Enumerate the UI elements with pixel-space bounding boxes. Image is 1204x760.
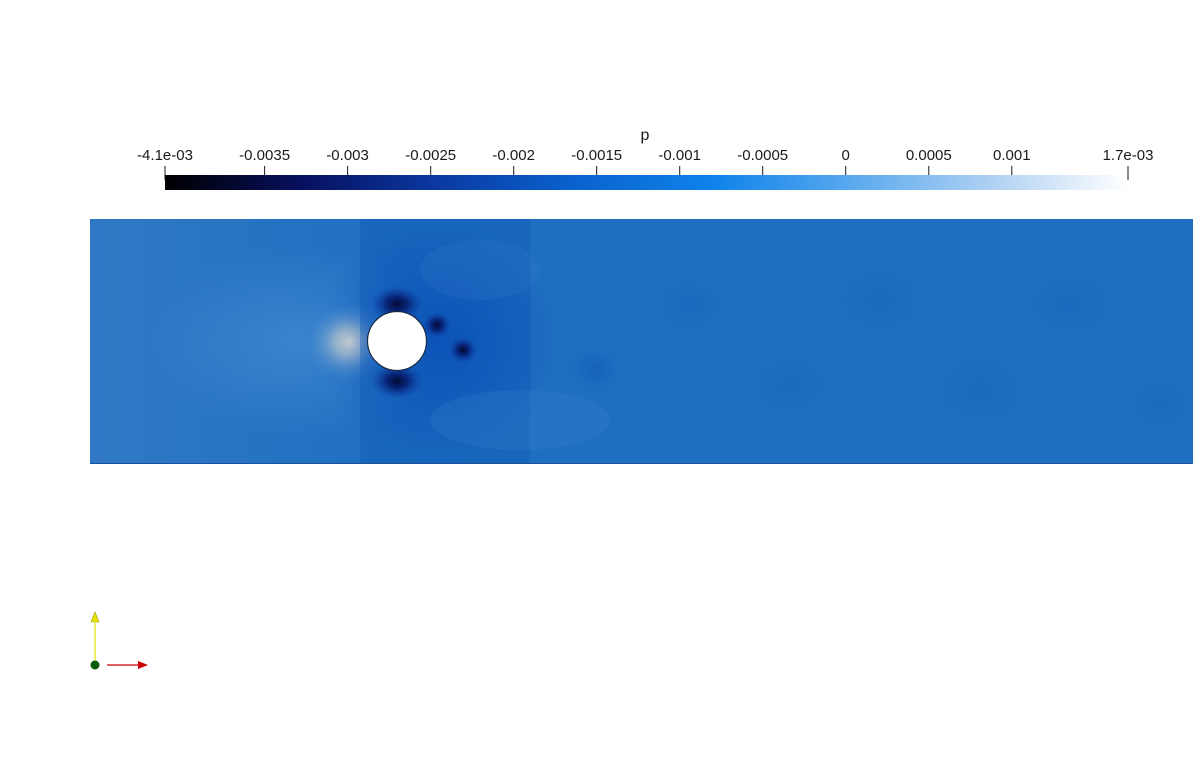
wake-light-band-top	[420, 240, 540, 300]
vortex-core-2	[449, 337, 477, 363]
color-legend-tick-label: -0.0005	[737, 147, 788, 164]
vortex-7	[835, 265, 925, 335]
color-legend-tick-label: -0.0025	[405, 147, 456, 164]
color-legend-tick-label: -0.001	[658, 147, 701, 164]
color-legend-min-label: -4.1e-03	[137, 147, 193, 164]
x-axis-arrow-icon	[138, 661, 148, 669]
vortex-4	[567, 346, 623, 394]
color-legend-tick-label: -0.0015	[571, 147, 622, 164]
low-pressure-bottom	[371, 363, 423, 399]
vortex-9	[1025, 271, 1115, 339]
z-axis-origin-icon	[90, 660, 100, 670]
y-axis-arrow-icon	[90, 611, 100, 623]
color-legend-max-label: 1.7e-03	[1103, 147, 1154, 164]
color-legend-tick-label: -0.002	[492, 147, 535, 164]
pressure-field[interactable]	[90, 215, 1193, 465]
vortex-10	[1130, 375, 1190, 435]
color-legend-title: p	[641, 127, 650, 144]
color-legend-tick-label: -0.003	[326, 147, 369, 164]
color-legend-bar	[165, 175, 1128, 190]
cylinder-obstacle	[366, 310, 428, 372]
wake-light-band-bottom	[430, 390, 610, 450]
color-legend-tick-label: 0.001	[993, 147, 1031, 164]
vortex-6	[750, 353, 830, 417]
color-legend-ticks: -0.0035 -0.003 -0.0025 -0.002 -0.0015 -0.001 -…	[239, 147, 1031, 180]
vortex-5	[655, 277, 725, 333]
orientation-axes[interactable]	[90, 611, 149, 670]
vortex-core-1	[423, 312, 451, 338]
near-wake-region	[320, 219, 560, 464]
vortex-8	[932, 354, 1028, 426]
color-legend-tick-label: -0.0035	[239, 147, 290, 164]
low-pressure-top	[371, 286, 423, 322]
vortex-3	[492, 300, 528, 330]
color-legend-tick-label: 0.0005	[906, 147, 952, 164]
color-legend-tick-label: 0	[842, 147, 850, 164]
color-legend: p -4.1e-03 1.7e-03 -0.0035 -0.003 -0.0025-…	[137, 127, 1153, 190]
